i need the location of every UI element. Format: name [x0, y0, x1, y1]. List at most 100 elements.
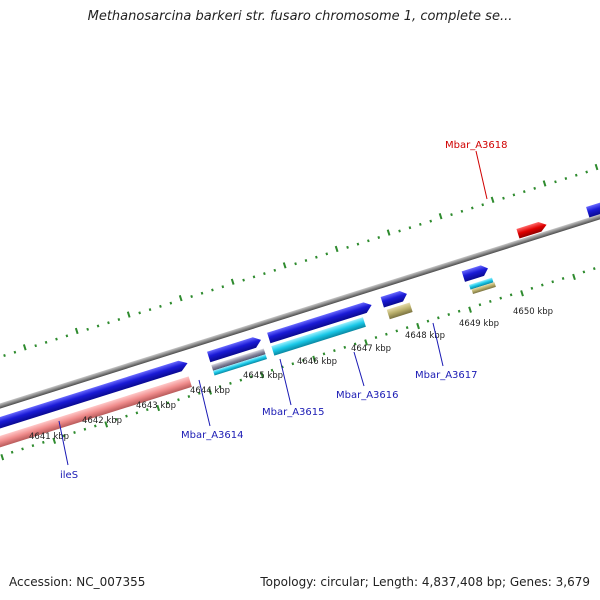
tick-minor: [218, 385, 222, 389]
feature-olive-small[interactable]: [471, 282, 496, 295]
tick-minor: [437, 316, 440, 320]
tick-minor: [135, 411, 139, 415]
tick-minor: [34, 344, 38, 348]
tick-major: [156, 404, 161, 412]
tick-minor: [117, 317, 121, 321]
gene-feature-mbar-a3615[interactable]: [267, 300, 373, 344]
gene-label-iles[interactable]: ileS: [60, 470, 78, 481]
tick-minor: [55, 337, 58, 341]
gene-feature-mbar-a3618[interactable]: [516, 220, 548, 239]
feature-cyan[interactable]: [213, 354, 268, 376]
tick-minor: [13, 350, 17, 354]
tick-minor: [533, 186, 537, 190]
tick-minor: [481, 203, 485, 207]
outer-tick-ring: [3, 163, 599, 358]
tick-minor: [177, 398, 180, 402]
tick-minor: [159, 304, 162, 308]
map-rotated-frame: [0, 163, 600, 461]
feature-grey[interactable]: [211, 348, 266, 371]
tick-minor: [561, 276, 565, 280]
tick-minor: [551, 280, 555, 284]
tick-minor: [385, 332, 388, 336]
map-title: Methanosarcina barkeri str. fusaro chrom…: [87, 9, 513, 24]
leader-line-mbar-a3616: [353, 351, 365, 387]
tick-minor: [263, 272, 266, 276]
tick-minor: [322, 352, 326, 356]
tick-minor: [93, 424, 97, 428]
leader-line-mbar-a3614: [198, 379, 211, 427]
feature-cyan-small[interactable]: [469, 277, 494, 290]
tick-minor: [242, 278, 245, 282]
tick-minor: [44, 340, 48, 344]
tick-minor: [301, 358, 305, 362]
gene-label-mbar-a3616[interactable]: Mbar_A3616: [336, 390, 399, 401]
tick-minor: [395, 329, 399, 333]
tick-minor: [554, 180, 557, 184]
tick-minor: [489, 299, 492, 303]
gene-label-mbar-a3615[interactable]: Mbar_A3615: [262, 407, 325, 418]
tick-minor: [96, 324, 100, 328]
gene-label-mbar-a3618[interactable]: Mbar_A3618: [445, 140, 508, 151]
tick-major: [468, 306, 472, 313]
tick-minor: [408, 226, 412, 230]
feature-olive[interactable]: [386, 302, 413, 320]
tick-minor: [107, 321, 110, 325]
gene-feature-mbar-a3617[interactable]: [461, 264, 490, 282]
leader-line-mbar-a3615: [279, 358, 292, 406]
tick-label: 4647 kbp: [351, 344, 391, 354]
tick-minor: [405, 326, 409, 330]
tick-minor: [229, 381, 232, 385]
tick-minor: [221, 285, 225, 289]
gene-feature-forward-right[interactable]: [586, 197, 600, 218]
tick-major: [0, 453, 5, 461]
gene-feature-mbar-a3616[interactable]: [380, 289, 409, 308]
tick-minor: [367, 239, 370, 243]
tick-minor: [450, 213, 453, 217]
tick-minor: [356, 242, 360, 246]
tick-minor: [325, 252, 329, 256]
gene-label-mbar-a3617[interactable]: Mbar_A3617: [415, 370, 478, 381]
tick-minor: [564, 177, 568, 181]
tick-label: 4648 kbp: [405, 331, 445, 341]
tick-minor: [145, 408, 149, 412]
tick-minor: [294, 262, 297, 266]
inner-tick-ring: [0, 267, 596, 461]
tick-minor: [377, 236, 381, 240]
tick-minor: [200, 291, 204, 295]
gene-label-mbar-a3614[interactable]: Mbar_A3614: [181, 430, 244, 441]
tick-minor: [187, 394, 191, 398]
tick-major: [52, 437, 57, 444]
tick-minor: [190, 295, 193, 299]
tick-minor: [197, 391, 201, 395]
tick-minor: [21, 447, 24, 451]
gene-feature-mbar-a3614[interactable]: [207, 335, 263, 363]
tick-minor: [333, 349, 336, 353]
tick-major: [312, 355, 316, 362]
tick-minor: [304, 258, 308, 262]
tick-minor: [447, 313, 451, 317]
feature-cyan-large[interactable]: [271, 317, 366, 356]
tick-minor: [65, 334, 69, 338]
tick-minor: [470, 206, 474, 210]
gene-feature-forward[interactable]: [0, 358, 189, 432]
tick-minor: [211, 288, 214, 292]
tick-major: [282, 262, 287, 269]
tick-major: [520, 290, 524, 297]
tick-labels: 4641 kbp 4642 kbp 4643 kbp 4644 kbp 4645…: [29, 307, 553, 442]
tick-major: [126, 311, 131, 318]
tick-minor: [419, 222, 422, 226]
tick-minor: [138, 311, 141, 315]
leader-line-mbar-a3617: [432, 322, 444, 367]
tick-major: [74, 327, 79, 335]
tick-minor: [398, 229, 401, 233]
tick-major: [386, 229, 391, 236]
tick-major: [438, 213, 443, 220]
leader-line-iles: [58, 420, 69, 466]
rrna-feature[interactable]: [0, 376, 192, 449]
tick-minor: [522, 190, 526, 194]
tick-minor: [249, 375, 253, 379]
tick-minor: [291, 362, 295, 366]
tick-major: [594, 163, 599, 171]
tick-minor: [86, 327, 90, 331]
